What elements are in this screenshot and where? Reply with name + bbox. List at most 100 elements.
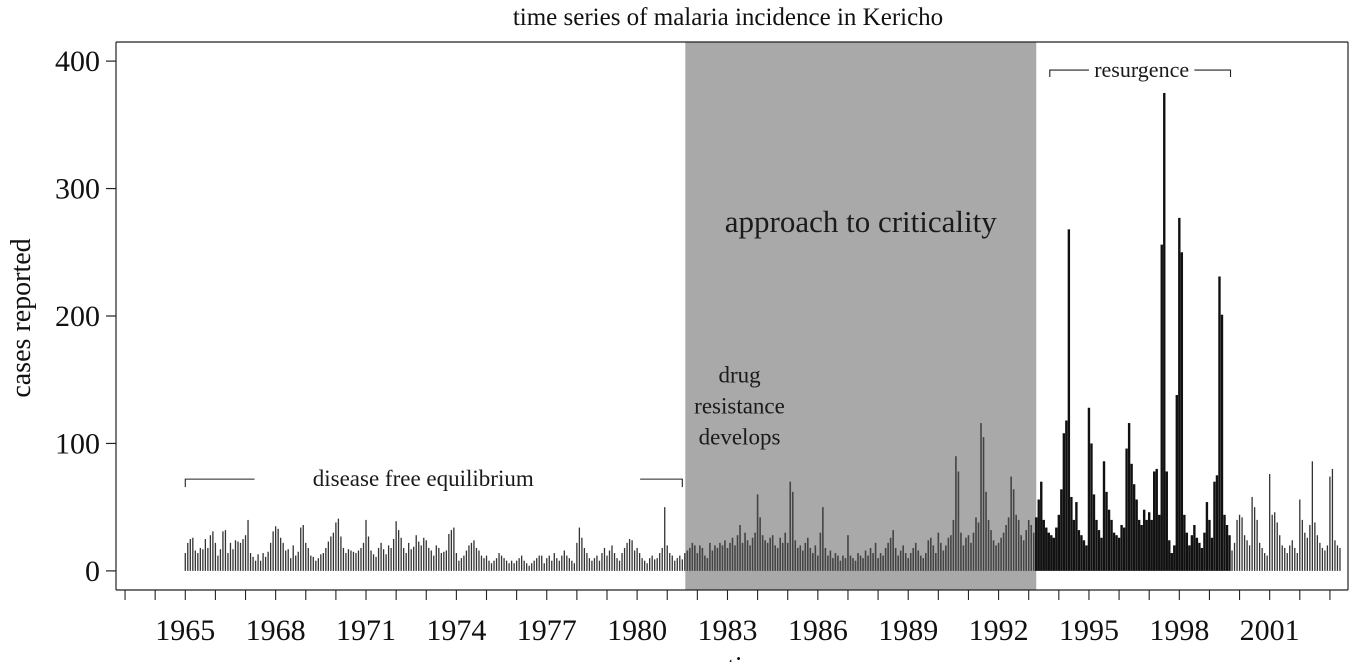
bar bbox=[1045, 527, 1048, 571]
bar bbox=[872, 553, 874, 571]
bar bbox=[940, 542, 942, 571]
bar bbox=[317, 558, 319, 571]
bar bbox=[734, 545, 736, 571]
bar bbox=[435, 545, 437, 571]
bar bbox=[992, 540, 995, 571]
bar bbox=[914, 542, 917, 571]
bar bbox=[297, 551, 299, 571]
x-tick-label: 2001 bbox=[1240, 614, 1300, 647]
bar bbox=[1218, 276, 1221, 571]
bar bbox=[300, 527, 302, 571]
bar bbox=[280, 537, 282, 571]
bar bbox=[1170, 553, 1173, 571]
bar bbox=[397, 530, 400, 571]
bar bbox=[430, 550, 432, 571]
bar bbox=[480, 555, 483, 571]
bar bbox=[490, 563, 493, 571]
bar bbox=[764, 540, 766, 571]
bar bbox=[548, 555, 550, 571]
bar bbox=[375, 556, 377, 571]
bar bbox=[1015, 514, 1017, 571]
bar bbox=[224, 530, 227, 571]
resurgence-label: resurgence bbox=[1094, 57, 1189, 82]
bar bbox=[957, 471, 960, 571]
bar bbox=[1190, 535, 1194, 571]
bar bbox=[285, 550, 287, 571]
bar bbox=[1195, 537, 1199, 571]
bar bbox=[1060, 489, 1063, 571]
bar bbox=[746, 540, 749, 571]
bar bbox=[1132, 484, 1136, 571]
bar bbox=[533, 560, 535, 571]
bar bbox=[259, 560, 262, 571]
bar bbox=[1271, 514, 1273, 571]
bar bbox=[924, 553, 927, 571]
bar bbox=[500, 555, 503, 571]
bar bbox=[1198, 542, 1201, 571]
bar bbox=[1329, 476, 1331, 571]
bar bbox=[576, 542, 578, 571]
bar bbox=[664, 507, 666, 571]
bar bbox=[769, 537, 771, 571]
bar bbox=[1238, 514, 1241, 571]
bar bbox=[295, 555, 297, 571]
bar bbox=[566, 555, 568, 571]
bar bbox=[420, 545, 422, 571]
resurgence-bracket-left bbox=[1049, 69, 1089, 78]
bar bbox=[681, 559, 683, 571]
bar bbox=[651, 555, 653, 571]
bar bbox=[1082, 540, 1086, 571]
bar bbox=[834, 553, 837, 571]
bar bbox=[1276, 522, 1278, 571]
bar bbox=[1228, 535, 1231, 571]
bar bbox=[1261, 547, 1263, 571]
bar bbox=[719, 542, 721, 571]
bar bbox=[1175, 395, 1179, 571]
bar bbox=[1248, 545, 1251, 571]
bar bbox=[726, 547, 729, 571]
bar bbox=[1085, 545, 1088, 571]
bar bbox=[1105, 491, 1108, 571]
bar bbox=[219, 549, 222, 571]
x-tick-label: 1980 bbox=[607, 614, 667, 647]
bar bbox=[1274, 512, 1276, 571]
bar bbox=[646, 563, 648, 571]
bar bbox=[543, 563, 545, 571]
bar bbox=[310, 555, 312, 571]
bar bbox=[899, 550, 902, 571]
bar bbox=[1336, 545, 1339, 571]
bar bbox=[794, 540, 797, 571]
bar bbox=[1180, 252, 1184, 571]
bar bbox=[751, 537, 754, 571]
bar bbox=[1137, 519, 1141, 571]
bar bbox=[433, 555, 435, 571]
bar bbox=[350, 550, 352, 571]
bar bbox=[468, 545, 470, 571]
bar bbox=[1020, 535, 1022, 571]
x-tick-label: 1992 bbox=[969, 614, 1029, 647]
bar bbox=[626, 542, 628, 571]
bar bbox=[1291, 540, 1293, 571]
bar bbox=[945, 545, 947, 571]
x-tick-label: 1971 bbox=[336, 614, 396, 647]
bar bbox=[232, 549, 234, 571]
bar bbox=[1102, 461, 1106, 571]
bar bbox=[287, 549, 289, 571]
bar bbox=[450, 530, 453, 571]
bar bbox=[382, 549, 385, 571]
bar bbox=[1193, 525, 1196, 571]
bar bbox=[739, 525, 741, 571]
bar bbox=[894, 547, 897, 571]
bar bbox=[904, 553, 907, 571]
criticality-label: approach to criticality bbox=[725, 204, 997, 239]
bar bbox=[207, 547, 209, 571]
bar bbox=[390, 547, 392, 571]
bar bbox=[824, 547, 827, 571]
bar bbox=[937, 532, 940, 571]
bar bbox=[807, 537, 809, 571]
bar bbox=[1256, 519, 1258, 571]
bar bbox=[214, 542, 217, 571]
bar bbox=[234, 540, 237, 571]
bar bbox=[721, 545, 724, 571]
bar bbox=[930, 537, 932, 571]
